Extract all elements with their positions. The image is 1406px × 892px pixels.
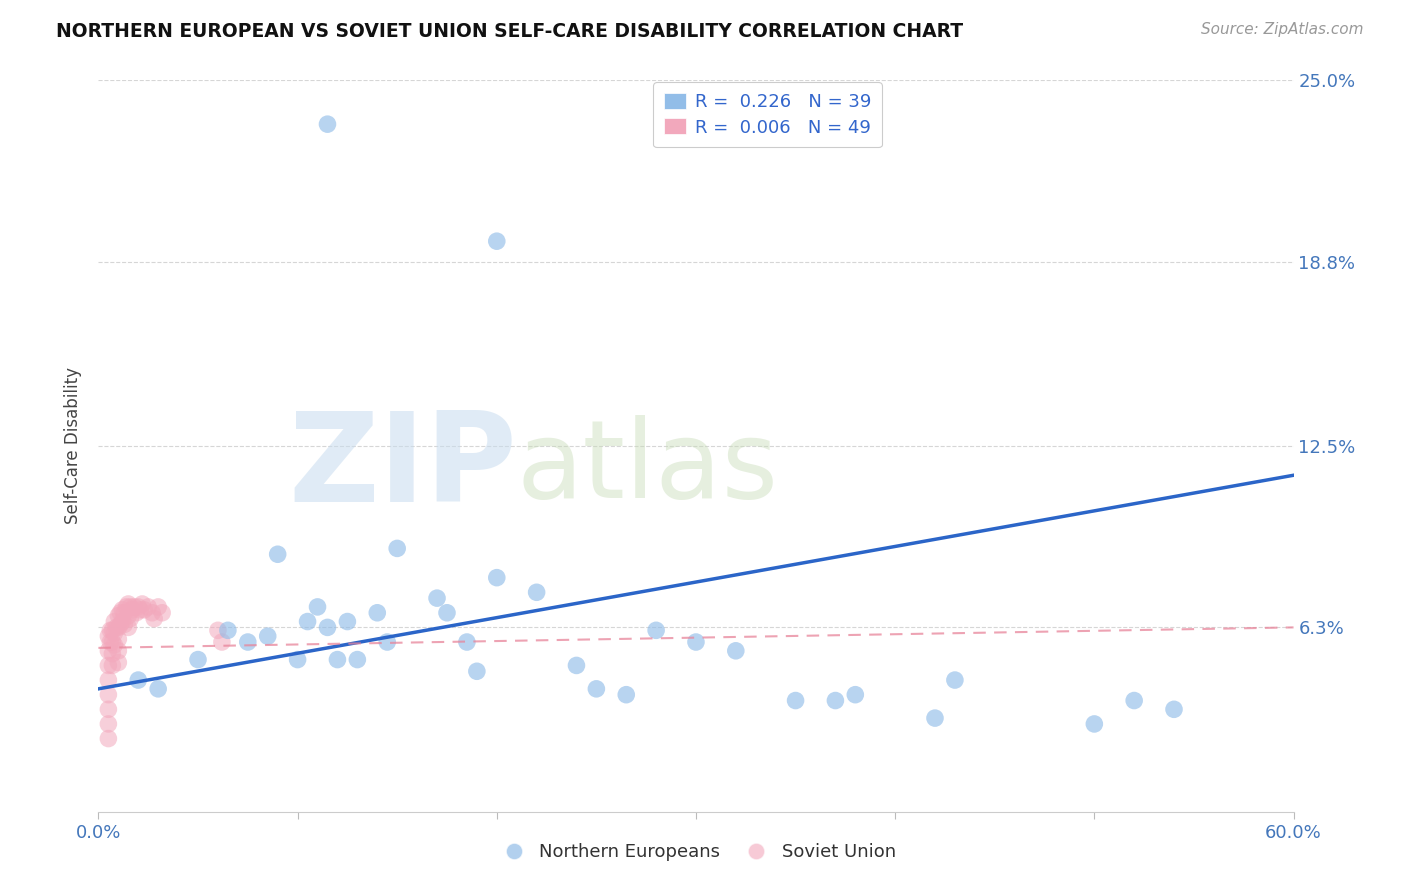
Point	[107, 644, 129, 658]
Point	[97, 702, 120, 716]
Point	[645, 624, 668, 638]
Point	[316, 620, 339, 634]
Point	[101, 624, 124, 638]
Point	[385, 541, 409, 556]
Point	[129, 603, 152, 617]
Point	[375, 635, 398, 649]
Point	[287, 652, 309, 666]
Point	[97, 629, 120, 643]
Point	[1083, 717, 1105, 731]
Point	[1123, 693, 1146, 707]
Point	[97, 644, 120, 658]
Point	[125, 606, 148, 620]
Point	[148, 681, 170, 696]
Point	[456, 635, 478, 649]
Point	[143, 612, 166, 626]
Text: atlas: atlas	[517, 415, 779, 521]
Point	[207, 624, 229, 638]
Point	[336, 615, 359, 629]
Point	[844, 688, 866, 702]
Point	[824, 693, 846, 707]
Text: ZIP: ZIP	[288, 408, 517, 528]
Point	[685, 635, 707, 649]
Point	[103, 626, 125, 640]
Text: Source: ZipAtlas.com: Source: ZipAtlas.com	[1201, 22, 1364, 37]
Point	[585, 681, 607, 696]
Point	[101, 658, 124, 673]
Point	[117, 608, 139, 623]
Point	[117, 620, 139, 634]
Legend: Northern Europeans, Soviet Union: Northern Europeans, Soviet Union	[489, 836, 903, 869]
Point	[256, 629, 278, 643]
Point	[136, 599, 159, 614]
Point	[1163, 702, 1185, 716]
Y-axis label: Self-Care Disability: Self-Care Disability	[65, 368, 83, 524]
Point	[134, 603, 156, 617]
Point	[187, 652, 209, 666]
Point	[924, 711, 946, 725]
Point	[97, 717, 120, 731]
Point	[485, 234, 508, 248]
Point	[485, 571, 508, 585]
Point	[105, 620, 128, 634]
Point	[107, 656, 129, 670]
Point	[103, 638, 125, 652]
Point	[127, 599, 149, 614]
Point	[141, 606, 163, 620]
Point	[436, 606, 458, 620]
Point	[267, 547, 290, 561]
Point	[366, 606, 388, 620]
Point	[107, 608, 129, 623]
Point	[117, 597, 139, 611]
Point	[211, 635, 233, 649]
Point	[614, 688, 637, 702]
Point	[97, 658, 120, 673]
Point	[112, 617, 135, 632]
Point	[107, 632, 129, 646]
Point	[110, 617, 132, 632]
Point	[124, 599, 146, 614]
Point	[346, 652, 368, 666]
Point	[100, 635, 122, 649]
Point	[131, 597, 153, 611]
Point	[112, 606, 135, 620]
Point	[526, 585, 548, 599]
Point	[115, 599, 138, 614]
Point	[785, 693, 807, 707]
Point	[148, 599, 170, 614]
Point	[326, 652, 349, 666]
Point	[97, 673, 120, 687]
Point	[101, 647, 124, 661]
Point	[426, 591, 449, 606]
Point	[465, 665, 488, 679]
Point	[127, 673, 149, 687]
Text: NORTHERN EUROPEAN VS SOVIET UNION SELF-CARE DISABILITY CORRELATION CHART: NORTHERN EUROPEAN VS SOVIET UNION SELF-C…	[56, 22, 963, 41]
Point	[316, 117, 339, 131]
Point	[217, 624, 239, 638]
Point	[150, 606, 173, 620]
Point	[943, 673, 966, 687]
Point	[110, 606, 132, 620]
Point	[97, 731, 120, 746]
Point	[120, 612, 142, 626]
Point	[120, 599, 142, 614]
Point	[111, 615, 134, 629]
Point	[111, 603, 134, 617]
Point	[107, 620, 129, 634]
Point	[103, 615, 125, 629]
Point	[297, 615, 319, 629]
Point	[724, 644, 747, 658]
Point	[121, 603, 143, 617]
Point	[236, 635, 259, 649]
Point	[307, 599, 329, 614]
Point	[565, 658, 588, 673]
Point	[97, 688, 120, 702]
Point	[101, 635, 124, 649]
Point	[100, 624, 122, 638]
